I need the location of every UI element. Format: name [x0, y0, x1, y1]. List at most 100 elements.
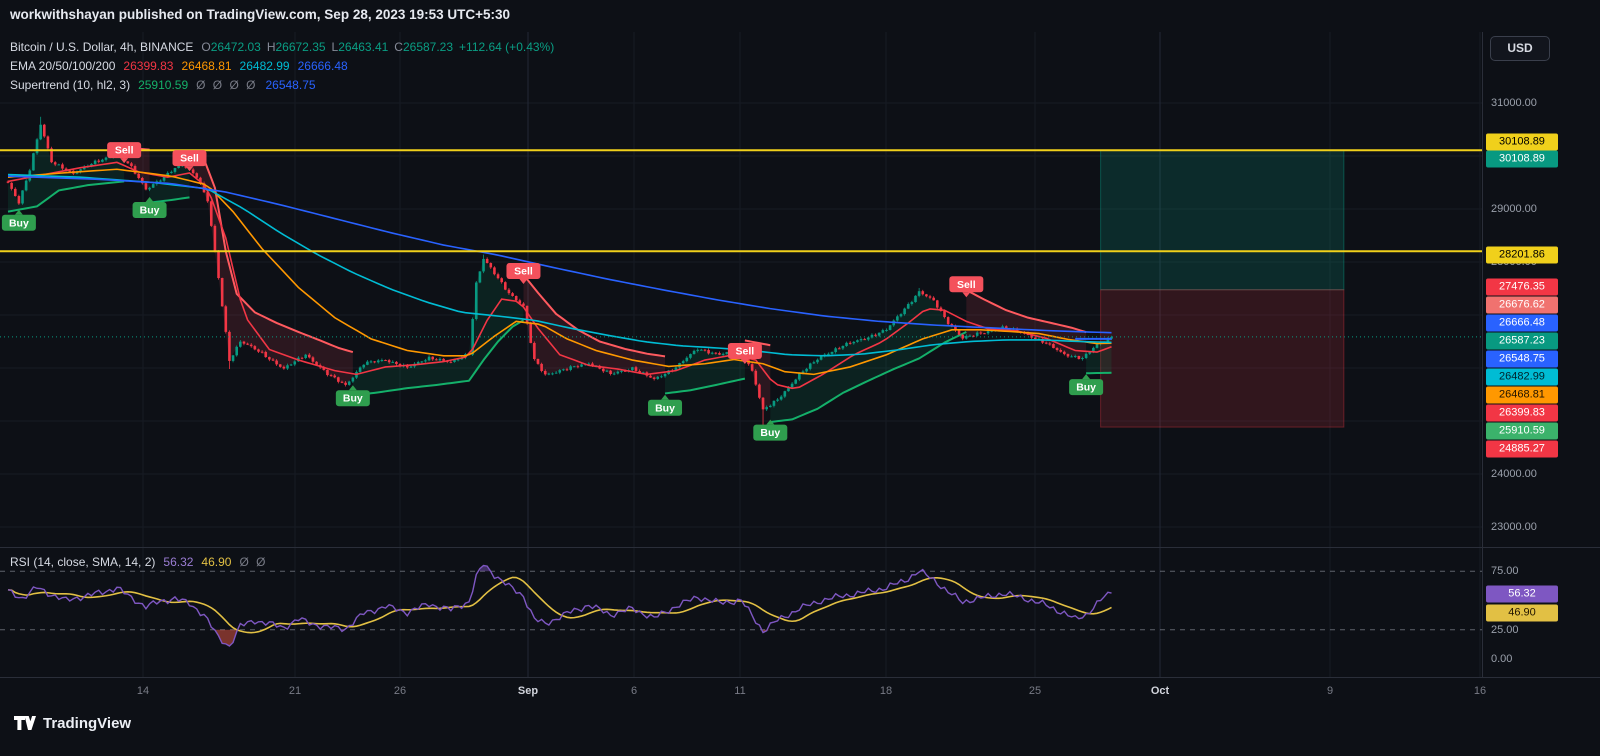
price-badge: 56.32: [1486, 585, 1558, 603]
tradingview-logo-icon[interactable]: [12, 711, 36, 735]
change-value: +112.64 (+0.43%): [459, 39, 555, 54]
tradingview-brand[interactable]: TradingView: [43, 714, 132, 732]
price-badge: 27476.35: [1486, 278, 1558, 296]
supertrend-down-line: [965, 289, 1087, 334]
buy-signal-label: Buy: [335, 385, 370, 407]
ema100-value: 26482.99: [239, 58, 290, 73]
rsi-sma-line: [7, 576, 1112, 634]
open-value: O26472.03: [201, 39, 261, 54]
svg-text:Buy: Buy: [1076, 382, 1096, 394]
price-badge: 26548.75: [1486, 350, 1558, 368]
rsi-line: [7, 564, 1112, 647]
ema-title[interactable]: EMA 20/50/100/200: [10, 58, 116, 73]
time-axis-label: Sep: [517, 685, 539, 697]
price-axis-label: 23000.00: [1491, 521, 1537, 533]
rsi-legend: RSI (14, close, SMA, 14, 2) 56.32 46.90 …: [10, 552, 275, 571]
price-badge: 30108.89: [1486, 133, 1558, 151]
svg-text:Sell: Sell: [957, 279, 976, 291]
rsi-title[interactable]: RSI (14, close, SMA, 14, 2): [10, 554, 156, 569]
rsi-axis-label: 25.00: [1491, 623, 1519, 636]
rsi-sma-value: 46.90: [201, 554, 232, 569]
supertrend-aux-value: 26548.75: [265, 77, 316, 92]
supertrend-up-line: [664, 377, 746, 395]
buy-signal-label: Buy: [1, 209, 36, 231]
buy-signal-label: Buy: [753, 419, 788, 441]
price-chart-pane[interactable]: Buy Sell Buy Sell Buy Sell Buy Sell Buy Sell Buy: [0, 32, 1482, 547]
pane-divider[interactable]: [0, 547, 1600, 548]
price-badge: 26676.62: [1486, 296, 1558, 314]
time-axis-label: 18: [879, 685, 893, 697]
price-badge: 26482.99: [1486, 368, 1558, 386]
currency-toggle-button[interactable]: USD: [1490, 36, 1550, 61]
sell-signal-label: Sell: [107, 142, 142, 164]
svg-text:Buy: Buy: [760, 427, 780, 439]
time-axis-label: 21: [288, 685, 302, 697]
footer: TradingView: [12, 711, 131, 735]
supertrend-hidden-values: Ø Ø Ø Ø: [196, 77, 258, 92]
ema-50-line: [7, 168, 1112, 376]
time-axis-label: 14: [136, 685, 150, 697]
svg-text:Sell: Sell: [180, 153, 199, 165]
supertrend-up-line: [149, 196, 190, 204]
time-axis[interactable]: 14 21 26 Sep 6 11 18 25 Oct 9 16: [0, 677, 1600, 708]
time-axis-label: 11: [734, 685, 746, 697]
svg-text:Buy: Buy: [655, 402, 675, 414]
supertrend-title[interactable]: Supertrend (10, hl2, 3): [10, 77, 131, 92]
position-profit-zone: [1100, 149, 1345, 291]
rsi-hidden-values: Ø Ø: [239, 554, 268, 569]
symbol-legend-row[interactable]: Bitcoin / U.S. Dollar, 4h, BINANCE O2647…: [10, 37, 562, 56]
ema200-value: 26666.48: [297, 58, 348, 73]
supertrend-up-line: [352, 319, 524, 397]
price-axis-label: 31000.00: [1491, 97, 1537, 109]
time-axis-label: 16: [1473, 685, 1487, 697]
price-badge: 26468.81: [1486, 386, 1558, 404]
rsi-pane[interactable]: [0, 547, 1482, 677]
rsi-legend-row[interactable]: RSI (14, close, SMA, 14, 2) 56.32 46.90 …: [10, 552, 275, 571]
price-axis-label: 29000.00: [1491, 203, 1537, 215]
supertrend-down-line: [189, 151, 354, 354]
price-badge: 30108.89: [1486, 150, 1558, 168]
supertrend-down-line: [744, 339, 771, 347]
svg-text:Sell: Sell: [115, 145, 134, 157]
rsi-value: 56.32: [163, 554, 194, 569]
time-axis-label: 26: [393, 685, 407, 697]
svg-text:Buy: Buy: [140, 205, 160, 217]
price-badge: 24885.27: [1486, 440, 1558, 458]
price-badge: 46.90: [1486, 604, 1558, 622]
price-badge: 25910.59: [1486, 422, 1558, 440]
ema50-value: 26468.81: [181, 58, 232, 73]
supertrend-up-line: [7, 180, 125, 213]
supertrend-legend-row[interactable]: Supertrend (10, hl2, 3) 25910.59 Ø Ø Ø Ø…: [10, 75, 562, 94]
price-badge: 26399.83: [1486, 404, 1558, 422]
low-value: L26463.41: [331, 39, 389, 54]
time-axis-label: 9: [1326, 685, 1334, 697]
position-loss-zone: [1100, 289, 1345, 428]
buy-signal-label: Buy: [1069, 374, 1104, 396]
supertrend-up-value: 25910.59: [138, 77, 189, 92]
rsi-axis-label: 75.00: [1491, 565, 1519, 578]
ema-200-line: [7, 175, 1112, 334]
buy-signal-label: Buy: [648, 394, 683, 416]
price-axis[interactable]: USD 31000.0029000.0028000.0024000.002300…: [1482, 32, 1600, 677]
price-badge: 28201.86: [1486, 246, 1558, 264]
price-badge: 26666.48: [1486, 314, 1558, 332]
sell-signal-label: Sell: [172, 150, 207, 172]
price-axis-label: 24000.00: [1491, 468, 1537, 480]
symbol-title[interactable]: Bitcoin / U.S. Dollar, 4h, BINANCE: [10, 39, 194, 54]
supertrend-down-line: [522, 274, 666, 358]
high-value: H26672.35: [266, 39, 326, 54]
time-axis-label: 6: [630, 685, 638, 697]
price-badge: 26587.23: [1486, 332, 1558, 350]
svg-text:Buy: Buy: [343, 393, 363, 405]
ema-legend-row[interactable]: EMA 20/50/100/200 26399.83 26468.81 2648…: [10, 56, 562, 75]
sell-signal-label: Sell: [727, 343, 762, 365]
time-axis-label: 25: [1028, 685, 1042, 697]
publish-header: workwithshayan published on TradingView.…: [10, 7, 510, 22]
supertrend-up-line: [1086, 371, 1112, 375]
ema20-value: 26399.83: [123, 58, 174, 73]
sell-signal-label: Sell: [949, 276, 984, 298]
publish-header-text: workwithshayan published on TradingView.…: [10, 7, 511, 22]
buy-signal-label: Buy: [132, 197, 167, 219]
main-legend: Bitcoin / U.S. Dollar, 4h, BINANCE O2647…: [10, 37, 562, 94]
